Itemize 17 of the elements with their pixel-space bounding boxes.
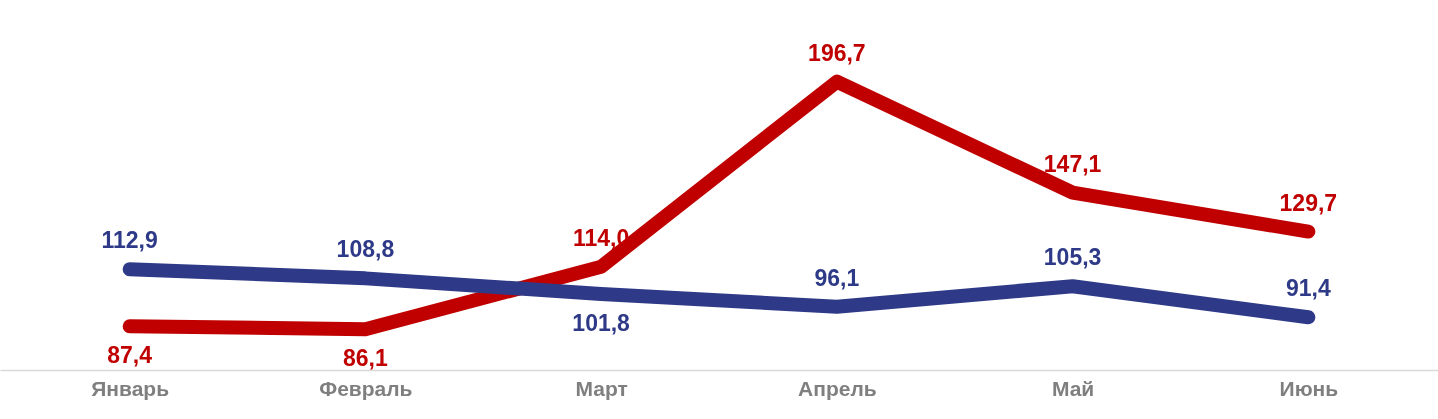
x-tick-label: Март bbox=[575, 376, 628, 400]
data-label: 91,4 bbox=[1285, 275, 1331, 302]
x-tick-label: Июнь bbox=[1279, 376, 1339, 400]
x-tick-label: Январь bbox=[91, 376, 170, 400]
data-label: 196,7 bbox=[808, 39, 866, 66]
data-label: 147,1 bbox=[1043, 150, 1102, 177]
data-label: 96,1 bbox=[814, 264, 860, 291]
data-label: 108,8 bbox=[336, 236, 395, 263]
x-tick-label: Апрель bbox=[798, 376, 877, 400]
data-label: 86,1 bbox=[343, 345, 388, 372]
data-label: 112,9 bbox=[101, 227, 158, 254]
data-label: 101,8 bbox=[572, 310, 631, 337]
data-label: 87,4 bbox=[107, 342, 153, 369]
x-tick-label: Май bbox=[1051, 376, 1095, 400]
data-label: 105,3 bbox=[1043, 244, 1102, 271]
x-tick-label: Февраль bbox=[319, 376, 413, 400]
data-label: 129,7 bbox=[1279, 189, 1338, 216]
